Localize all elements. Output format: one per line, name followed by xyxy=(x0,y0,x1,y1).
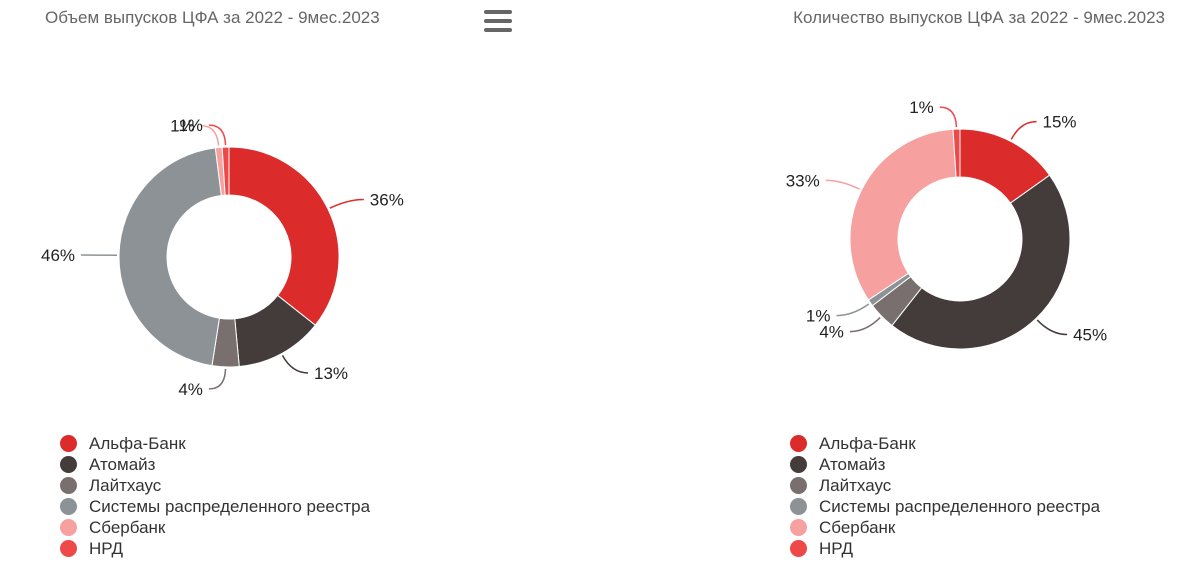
volume-data-label-spr: 46% xyxy=(41,246,75,265)
count-legend-item-lighthouse[interactable]: Лайтхаус xyxy=(790,475,1100,496)
count-data-label-nrd: 1% xyxy=(909,98,934,117)
volume-legend-item-sberbank[interactable]: Сбербанк xyxy=(60,517,370,538)
legend-label: Атомайз xyxy=(89,454,156,474)
legend-swatch xyxy=(60,540,77,557)
legend-count: Альфа-Банк Атомайз Лайтхаус Системы распред… xyxy=(790,433,1100,559)
legend-swatch xyxy=(60,456,77,473)
count-legend-item-atomyze[interactable]: Атомайз xyxy=(790,454,1100,475)
legend-label: Лайтхаус xyxy=(89,475,162,495)
count-connector-sberbank xyxy=(825,179,860,190)
count-legend-item-alfa-bank[interactable]: Альфа-Банк xyxy=(790,433,1100,454)
count-slice-nrd[interactable] xyxy=(952,128,961,178)
legend-label: Лайтхаус xyxy=(819,475,892,495)
count-data-label-lighthouse: 4% xyxy=(819,323,844,342)
count-data-label-sberbank: 33% xyxy=(786,171,820,190)
count-data-label-alfa-bank: 15% xyxy=(1042,113,1076,132)
legend-swatch xyxy=(60,435,77,452)
volume-slice-spr[interactable] xyxy=(118,147,222,367)
count-slice-atomyze[interactable] xyxy=(891,174,1071,350)
legend-label: НРД xyxy=(819,538,853,558)
volume-legend-item-nrd[interactable]: НРД xyxy=(60,538,370,559)
legend-label: Атомайз xyxy=(819,454,886,474)
volume-data-label-alfa-bank: 36% xyxy=(370,190,404,209)
donut-chart-volume: 36% 13% 4% 46% 1%1% xyxy=(41,116,404,399)
count-slice-sberbank[interactable] xyxy=(849,128,957,301)
menu-line xyxy=(484,10,512,14)
volume-connector-nrd xyxy=(208,124,227,146)
legend-swatch xyxy=(790,519,807,536)
donut-chart-count: 15%45%4%1%33%1% xyxy=(786,98,1107,350)
count-connector-nrd xyxy=(939,106,958,128)
legend-swatch xyxy=(790,498,807,515)
volume-legend-item-spr[interactable]: Системы распределенного реестра xyxy=(60,496,370,517)
volume-legend-item-lighthouse[interactable]: Лайтхаус xyxy=(60,475,370,496)
count-connector-lighthouse xyxy=(849,317,881,333)
legend-label: Сбербанк xyxy=(89,517,166,537)
legend-swatch xyxy=(60,519,77,536)
volume-data-label-lighthouse: 4% xyxy=(178,380,203,399)
volume-connector-lighthouse xyxy=(208,368,227,390)
legend-label: Альфа-Банк xyxy=(819,433,916,453)
legend-label: Системы распределенного реестра xyxy=(89,496,371,516)
legend-label: Альфа-Банк xyxy=(89,433,186,453)
legend-swatch xyxy=(790,456,807,473)
count-legend-item-sberbank[interactable]: Сбербанк xyxy=(790,517,1100,538)
count-legend-item-nrd[interactable]: НРД xyxy=(790,538,1100,559)
legend-volume: Альфа-Банк Атомайз Лайтхаус Системы распред… xyxy=(60,433,370,559)
count-connector-spr xyxy=(836,303,870,317)
volume-data-label-nrd: 1% xyxy=(178,116,203,135)
legend-swatch xyxy=(60,477,77,494)
legend-label: Сбербанк xyxy=(819,517,896,537)
count-data-label-atomyze: 45% xyxy=(1073,326,1107,345)
hamburger-menu-icon[interactable] xyxy=(484,10,512,32)
volume-connector-atomyze xyxy=(281,355,309,374)
menu-line xyxy=(484,19,512,23)
volume-slice-alfa-bank[interactable] xyxy=(228,146,340,326)
volume-slice-nrd[interactable] xyxy=(221,146,230,196)
menu-line xyxy=(484,28,512,32)
volume-connector-alfa-bank xyxy=(329,198,364,209)
chart-title-volume: Объем выпусков ЦФА за 2022 - 9мес.2023 xyxy=(45,8,380,27)
legend-label: НРД xyxy=(89,538,123,558)
count-legend-item-spr[interactable]: Системы распределенного реестра xyxy=(790,496,1100,517)
count-connector-atomyze xyxy=(1036,319,1068,336)
volume-legend-item-alfa-bank[interactable]: Альфа-Банк xyxy=(60,433,370,454)
legend-label: Системы распределенного реестра xyxy=(819,496,1101,516)
legend-swatch xyxy=(790,477,807,494)
chart-title-count: Количество выпусков ЦФА за 2022 - 9мес.2… xyxy=(793,8,1165,27)
count-connector-alfa-bank xyxy=(1010,120,1037,140)
count-data-label-spr: 1% xyxy=(806,307,831,326)
legend-swatch xyxy=(60,498,77,515)
legend-swatch xyxy=(790,435,807,452)
volume-data-label-sberbank: 1% xyxy=(170,117,195,136)
volume-data-label-atomyze: 13% xyxy=(314,364,348,383)
legend-swatch xyxy=(790,540,807,557)
volume-legend-item-atomyze[interactable]: Атомайз xyxy=(60,454,370,475)
volume-connector-sberbank xyxy=(200,124,220,146)
